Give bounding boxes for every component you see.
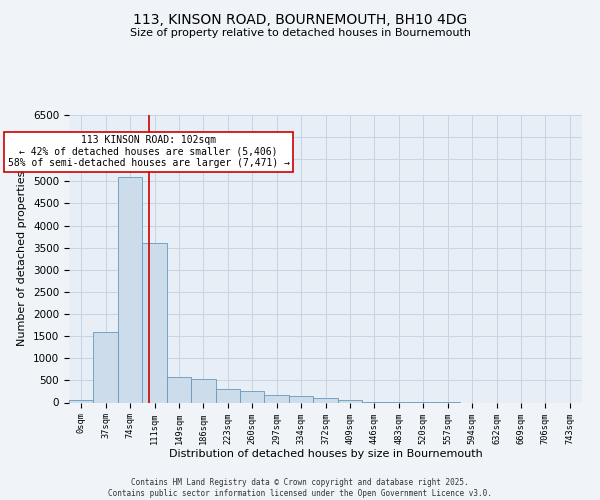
Bar	[265, 396, 289, 402]
Bar	[69, 400, 94, 402]
Text: Contains HM Land Registry data © Crown copyright and database right 2025.
Contai: Contains HM Land Registry data © Crown c…	[108, 478, 492, 498]
Bar	[191, 378, 215, 402]
Bar	[94, 332, 118, 402]
Bar	[215, 389, 240, 402]
Text: 113 KINSON ROAD: 102sqm
← 42% of detached houses are smaller (5,406)
58% of semi: 113 KINSON ROAD: 102sqm ← 42% of detache…	[8, 135, 290, 168]
Text: 113, KINSON ROAD, BOURNEMOUTH, BH10 4DG: 113, KINSON ROAD, BOURNEMOUTH, BH10 4DG	[133, 12, 467, 26]
Bar	[313, 398, 338, 402]
Bar	[338, 400, 362, 402]
Bar	[118, 177, 142, 402]
Text: Size of property relative to detached houses in Bournemouth: Size of property relative to detached ho…	[130, 28, 470, 38]
Y-axis label: Number of detached properties: Number of detached properties	[17, 171, 28, 346]
Bar	[167, 378, 191, 402]
Bar	[240, 390, 265, 402]
Bar	[142, 244, 167, 402]
X-axis label: Distribution of detached houses by size in Bournemouth: Distribution of detached houses by size …	[169, 450, 482, 460]
Bar	[289, 396, 313, 402]
